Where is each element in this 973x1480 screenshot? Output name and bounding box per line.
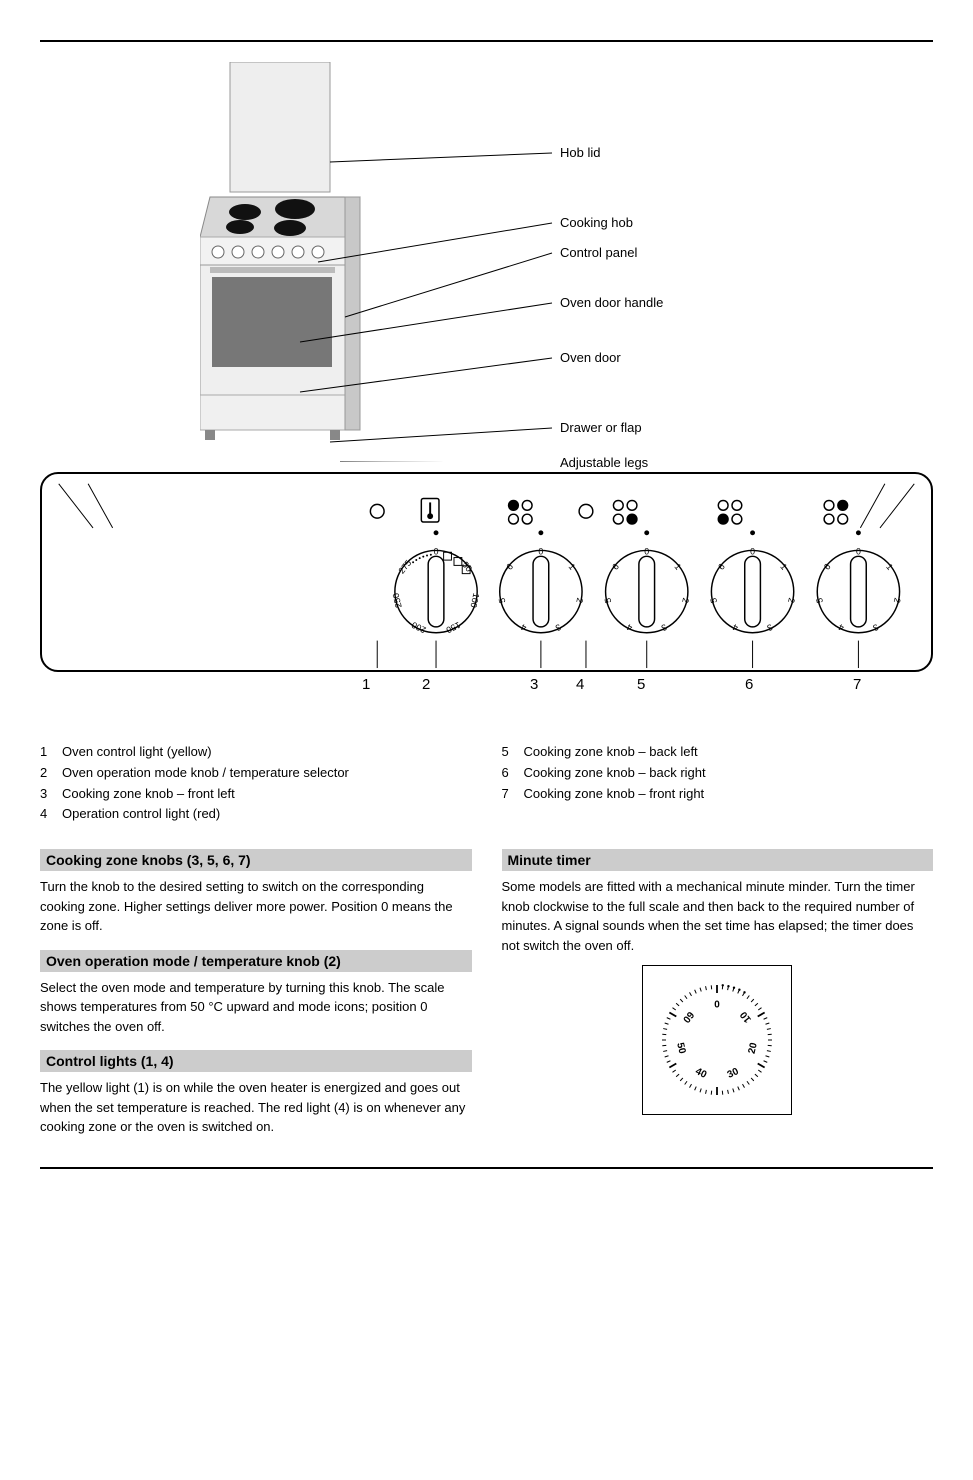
- legend-item: 1Oven control light (yellow): [40, 742, 472, 763]
- svg-text:50: 50: [674, 1042, 687, 1056]
- legend-item: 2Oven operation mode knob / temperature …: [40, 763, 472, 784]
- panel-number: 5: [637, 676, 645, 693]
- legend-item: 6Cooking zone knob – back right: [502, 763, 934, 784]
- svg-text:0: 0: [644, 547, 649, 557]
- legend-item: 7Cooking zone knob – front right: [502, 784, 934, 805]
- panel-number: 1: [362, 676, 370, 693]
- svg-text:30: 30: [726, 1066, 741, 1081]
- svg-text:0: 0: [434, 547, 439, 557]
- callout-lines: [40, 62, 933, 462]
- legend-item: 3Cooking zone knob – front left: [40, 784, 472, 805]
- svg-text:10: 10: [738, 1009, 754, 1025]
- svg-text:0: 0: [714, 998, 720, 1009]
- callout-label: Hob lid: [560, 145, 600, 160]
- legend-item: 5Cooking zone knob – back left: [502, 742, 934, 763]
- panel-number-row: 1 2 3 4 5 6 7: [40, 672, 933, 702]
- section-head-oven-knob: Oven operation mode / temperature knob (…: [40, 950, 472, 972]
- section-body-lights: The yellow light (1) is on while the ove…: [40, 1078, 472, 1137]
- section-head-zones: Cooking zone knobs (3, 5, 6, 7): [40, 849, 472, 871]
- svg-text:60: 60: [680, 1009, 696, 1025]
- control-panel-diagram: 0501001502002502750123456012345601234560…: [40, 472, 933, 672]
- legend-block: 1Oven control light (yellow)2Oven operat…: [40, 742, 933, 825]
- section-head-timer: Minute timer: [502, 849, 934, 871]
- svg-text:40: 40: [694, 1066, 709, 1081]
- panel-number: 4: [576, 676, 584, 693]
- stove-illustration: [200, 62, 370, 442]
- svg-text:0: 0: [750, 547, 755, 557]
- panel-number: 2: [422, 676, 430, 693]
- callout-label: Oven door: [560, 350, 621, 365]
- appliance-callout-diagram: Hob lid Cooking hob Control panel Oven door…: [40, 62, 933, 462]
- panel-number: 3: [530, 676, 538, 693]
- panel-number: 6: [745, 676, 753, 693]
- callout-label: Cooking hob: [560, 215, 633, 230]
- section-body-zones: Turn the knob to the desired setting to …: [40, 877, 472, 936]
- section-head-lights: Control lights (1, 4): [40, 1050, 472, 1072]
- callout-label: Adjustable legs: [560, 455, 648, 470]
- timer-diagram: 0 10 20 30 40 50 60: [642, 965, 792, 1115]
- panel-number: 7: [853, 676, 861, 693]
- section-body-oven-knob: Select the oven mode and temperature by …: [40, 978, 472, 1037]
- section-body-timer: Some models are fitted with a mechanical…: [502, 877, 934, 955]
- legend-item: 4Operation control light (red): [40, 804, 472, 825]
- svg-text:20: 20: [747, 1041, 760, 1055]
- svg-text:0: 0: [538, 547, 543, 557]
- callout-label: Drawer or flap: [560, 420, 642, 435]
- callout-label: Control panel: [560, 245, 637, 260]
- callout-label: Oven door handle: [560, 295, 663, 310]
- svg-text:0: 0: [856, 547, 861, 557]
